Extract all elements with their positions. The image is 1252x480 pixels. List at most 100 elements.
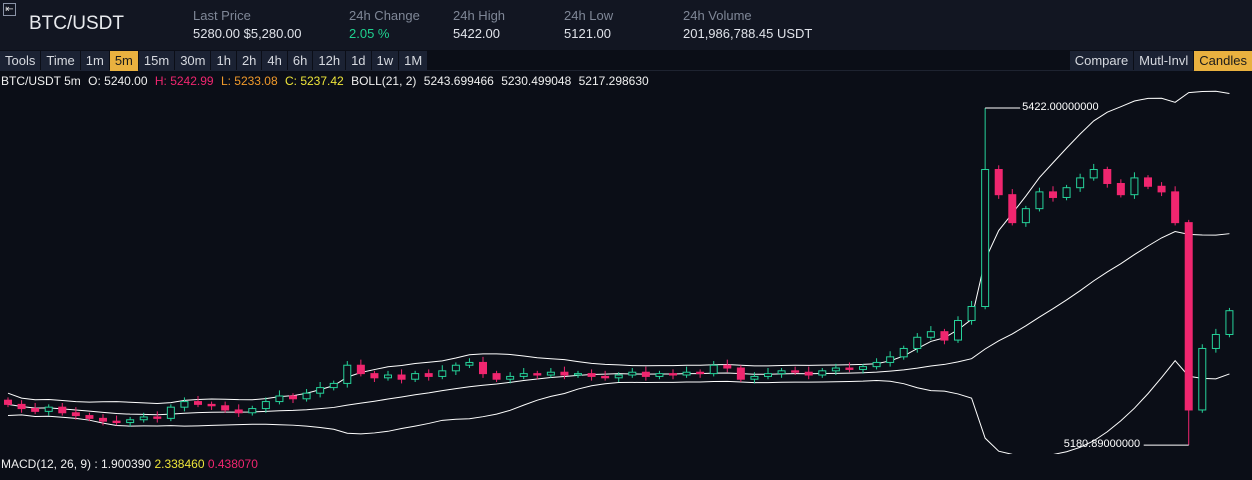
candle-down bbox=[1049, 191, 1057, 198]
candle-up bbox=[1130, 177, 1139, 196]
candle-down bbox=[804, 371, 813, 376]
candle-up bbox=[1225, 310, 1234, 335]
candle-down bbox=[1184, 222, 1193, 411]
candle-down bbox=[560, 371, 569, 376]
candle-up bbox=[1076, 177, 1085, 189]
candle-up bbox=[411, 373, 420, 380]
toolbar-button-compare[interactable]: Compare bbox=[1069, 51, 1134, 71]
candle-up bbox=[384, 374, 392, 379]
toolbar-button-30m[interactable]: 30m bbox=[175, 51, 211, 71]
market-header: ⇤ BTC/USDT Last Price 5280.00 $5,280.00 24… bbox=[0, 0, 1252, 50]
candle-up bbox=[261, 401, 270, 410]
stat-label: Last Price bbox=[193, 8, 251, 23]
candle-down bbox=[58, 406, 67, 414]
candle-up bbox=[451, 364, 460, 372]
candle-up bbox=[926, 331, 935, 338]
candle-up bbox=[872, 361, 881, 368]
candle-up bbox=[954, 319, 962, 341]
candle-down bbox=[587, 373, 596, 377]
chart-toolbar: Tools Time 1m 5m 15m 30m 1h 2h 4h 6h 12h 1d 1w 1M Com… bbox=[0, 51, 1252, 71]
toolbar-button-5m[interactable]: 5m bbox=[109, 51, 138, 71]
candle-up bbox=[343, 364, 352, 384]
candle-down bbox=[112, 420, 121, 424]
legend-open: O: 5240.00 bbox=[88, 74, 148, 88]
candle-up bbox=[248, 408, 257, 414]
stat-label: 24h High bbox=[453, 8, 506, 23]
candle-up bbox=[1035, 191, 1044, 210]
candle-up bbox=[465, 361, 474, 366]
pair-title: BTC/USDT bbox=[29, 13, 124, 34]
candle-up bbox=[139, 416, 148, 421]
toolbar-button-tools[interactable]: Tools bbox=[0, 51, 41, 71]
toolbar-button-12h[interactable]: 12h bbox=[313, 51, 346, 71]
candle-down bbox=[71, 412, 80, 417]
candle-down bbox=[234, 409, 243, 414]
candle-up bbox=[275, 395, 284, 403]
candle-up bbox=[750, 375, 759, 380]
toolbar-button-1m[interactable]: 1M bbox=[399, 51, 428, 71]
candle-up bbox=[180, 401, 189, 408]
toolbar-button-4h[interactable]: 4h bbox=[262, 51, 287, 71]
candle-up bbox=[831, 367, 840, 372]
candle-up bbox=[44, 406, 53, 412]
candle-down bbox=[669, 373, 677, 376]
toolbar-button-1h[interactable]: 1h bbox=[211, 51, 236, 71]
candle-down bbox=[845, 367, 854, 370]
candle-up bbox=[1211, 333, 1220, 349]
toolbar-button-1w[interactable]: 1w bbox=[371, 51, 399, 71]
legend-boll-mid: 5230.499048 bbox=[501, 74, 572, 88]
toolbar-button-mutl-invl[interactable]: Mutl-Invl bbox=[1134, 51, 1194, 71]
toolbar-button-time[interactable]: Time bbox=[41, 51, 80, 71]
candle-up bbox=[1198, 347, 1207, 411]
candle-down bbox=[641, 371, 650, 377]
stat-value: 5121.00 bbox=[564, 26, 611, 41]
toolbar-button-1d[interactable]: 1d bbox=[346, 51, 371, 71]
candle-up bbox=[628, 371, 637, 376]
stat-label: 24h Low bbox=[564, 8, 614, 23]
candle-down bbox=[153, 416, 162, 419]
ohlc-legend: BTC/USDT 5m O: 5240.00 H: 5242.99 L: 523… bbox=[1, 74, 653, 88]
candlestick-chart[interactable] bbox=[0, 90, 1252, 454]
candle-down bbox=[194, 401, 202, 405]
candle-down bbox=[397, 374, 406, 380]
toolbar-button-6h[interactable]: 6h bbox=[287, 51, 313, 71]
collapse-sidebar-icon[interactable]: ⇤ bbox=[3, 3, 16, 16]
candle-down bbox=[289, 395, 297, 400]
macd-value: MACD(12, 26, 9) : 1.900390 bbox=[1, 457, 152, 471]
toolbar-button-1m[interactable]: 1m bbox=[80, 51, 109, 71]
candle-down bbox=[1157, 185, 1166, 193]
candle-down bbox=[1008, 194, 1017, 224]
toolbar-button-candles[interactable]: Candles bbox=[1194, 51, 1252, 71]
candle-down bbox=[736, 367, 745, 380]
stat-value: 2.05 % bbox=[349, 26, 390, 41]
candle-down bbox=[479, 361, 487, 375]
macd-legend: MACD(12, 26, 9) : 1.900390 2.338460 0.43… bbox=[1, 457, 258, 471]
candle-down bbox=[17, 403, 26, 410]
candle-down bbox=[533, 373, 542, 376]
candle-up bbox=[519, 373, 528, 377]
legend-boll: BOLL(21, 2) bbox=[351, 74, 417, 88]
legend-boll-upper: 5243.699466 bbox=[423, 74, 494, 88]
candle-up bbox=[614, 374, 623, 379]
candle-up bbox=[981, 169, 990, 308]
toolbar-button-15m[interactable]: 15m bbox=[138, 51, 175, 71]
boll-lower-line bbox=[7, 359, 1230, 454]
candle-up bbox=[329, 382, 338, 389]
boll-mid-line bbox=[7, 230, 1230, 416]
candle-down bbox=[994, 169, 1003, 196]
candle-up bbox=[682, 371, 691, 376]
stat-value: 201,986,788.45 USDT bbox=[683, 26, 813, 41]
candle-up bbox=[913, 336, 922, 349]
candle-down bbox=[1171, 191, 1180, 224]
candle-up bbox=[506, 375, 515, 380]
candle-up bbox=[899, 347, 908, 358]
candle-up bbox=[438, 370, 447, 377]
candle-down bbox=[424, 373, 433, 377]
toolbar-button-2h[interactable]: 2h bbox=[236, 51, 262, 71]
candle-up bbox=[709, 364, 718, 375]
candle-up bbox=[574, 373, 582, 376]
min-price-label: 5180.89000000 bbox=[1063, 438, 1141, 451]
candle-down bbox=[492, 373, 501, 380]
candle-down bbox=[370, 373, 379, 379]
macd-histogram: 0.438070 bbox=[207, 457, 258, 471]
